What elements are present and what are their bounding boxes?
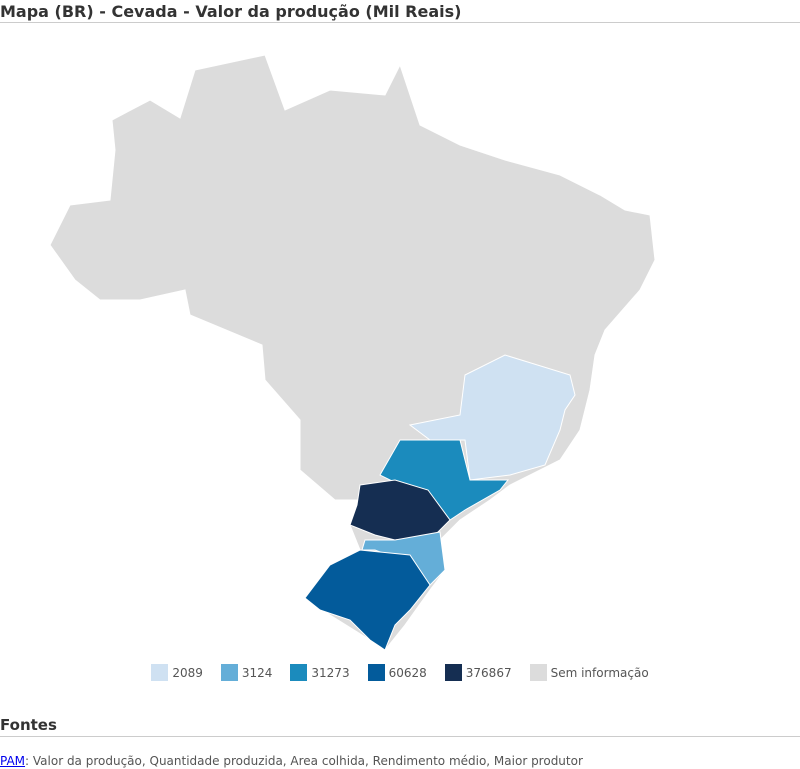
legend: 2089 3124 31273 60628 376867 Sem informação: [0, 664, 800, 681]
legend-item[interactable]: 3124: [220, 664, 273, 681]
legend-label: 3124: [241, 665, 273, 680]
source-link[interactable]: PAM: [0, 754, 26, 768]
legend-label: Sem informação: [550, 665, 649, 680]
divider: [0, 22, 800, 23]
legend-label: 60628: [388, 665, 427, 680]
legend-label: 31273: [311, 665, 350, 680]
title: Mapa (BR) - Cevada - Valor da produção (…: [0, 2, 462, 21]
legend-item[interactable]: 60628: [367, 664, 427, 681]
legend-swatch: [529, 664, 547, 681]
legend-swatch: [220, 664, 238, 681]
legend-item[interactable]: 376867: [444, 664, 512, 681]
legend-swatch: [151, 664, 169, 681]
legend-swatch: [290, 664, 308, 681]
legend-item[interactable]: 2089: [151, 664, 203, 681]
divider: [0, 736, 800, 737]
legend-item[interactable]: 31273: [290, 664, 350, 681]
source-text: : Valor da produção, Quantidade produzid…: [25, 754, 583, 768]
state[interactable]: [408, 354, 576, 481]
map: [49, 54, 656, 651]
legend-swatch: [367, 664, 385, 681]
sources: PAM: Valor da produção, Quantidade produ…: [0, 754, 583, 768]
section-heading: Fontes: [0, 716, 57, 734]
legend-label: 2089: [172, 665, 203, 680]
state[interactable]: [304, 549, 431, 651]
legend-swatch: [444, 664, 462, 681]
legend-label: 376867: [465, 665, 512, 680]
legend-item[interactable]: Sem informação: [529, 664, 649, 681]
